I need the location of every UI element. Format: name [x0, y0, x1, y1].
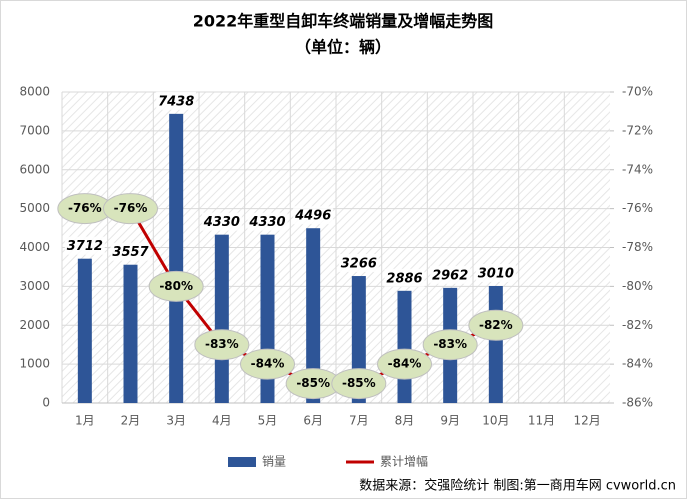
x-tick-label: 3月	[166, 414, 186, 428]
y2-tick-label: -86%	[622, 396, 653, 410]
value-label-bg	[201, 212, 242, 231]
line	[84, 207, 497, 386]
value-label: 2886	[386, 271, 422, 286]
x-tick-label: 5月	[258, 414, 278, 428]
y2-tick-label: -80%	[622, 279, 653, 293]
label-bubble	[468, 309, 524, 341]
y-tick-label: 5000	[19, 201, 50, 215]
chart-title: 2022年重型自卸车终端销量及增幅走势图	[193, 12, 494, 31]
bar	[169, 113, 184, 403]
value-label: -76%	[114, 201, 148, 215]
value-label-bg	[293, 206, 334, 225]
bar	[214, 234, 229, 403]
value-label: 2962	[432, 268, 468, 283]
y-tick-label: 4000	[19, 240, 50, 254]
value-label: 4330	[248, 215, 285, 230]
bar	[77, 258, 92, 403]
x-tick-label: 1月	[75, 414, 95, 428]
x-tick-label: 6月	[303, 414, 323, 428]
y2-tick-label: -70%	[622, 85, 653, 99]
y-tick-label: 2000	[19, 318, 50, 332]
value-label: -85%	[296, 376, 330, 390]
y-tick-label: 8000	[19, 85, 50, 99]
y2-tick-label: -76%	[622, 201, 653, 215]
value-label-bg	[64, 236, 105, 255]
value-label: -76%	[68, 201, 102, 215]
label-bubble	[377, 348, 432, 380]
x-tick-label: 12月	[574, 414, 601, 428]
y-tick-label: 3000	[19, 279, 50, 293]
label-bubble	[148, 270, 204, 302]
value-label: 3557	[112, 245, 149, 260]
y2-tick-label: -84%	[622, 357, 653, 371]
y-tick-label: 1000	[19, 357, 50, 371]
x-tick-label: 10月	[482, 414, 509, 428]
value-label: 4496	[294, 209, 331, 224]
x-tick-label: 9月	[440, 414, 460, 428]
bar	[123, 264, 138, 403]
value-label: -80%	[159, 279, 193, 293]
y2-tick-label: -74%	[622, 162, 653, 176]
bar	[306, 228, 321, 403]
value-label-bg	[338, 254, 379, 273]
legend-label: 累计增幅	[380, 454, 428, 469]
bar	[397, 290, 412, 403]
value-label: 3266	[341, 257, 377, 272]
legend-label: 销量	[262, 455, 286, 469]
value-label-bg	[475, 263, 516, 282]
bar	[488, 285, 503, 403]
value-label: 3712	[67, 239, 103, 254]
y2-tick-label: -72%	[622, 123, 653, 137]
x-tick-label: 4月	[212, 414, 232, 428]
y-tick-label: 6000	[19, 162, 50, 176]
x-tick-label: 2月	[121, 414, 141, 428]
source-note: 数据来源：交强险统计 制图:第一商用车网 cvworld.cn	[359, 478, 676, 494]
value-label-bg	[156, 91, 197, 110]
y2-tick-label: -78%	[622, 240, 653, 254]
value-label-bg	[110, 242, 151, 261]
y-tick-label: 0	[42, 396, 50, 410]
label-bubble	[240, 348, 295, 380]
x-tick-label: 8月	[395, 414, 415, 428]
label-bubble	[331, 368, 387, 400]
x-tick-label: 11月	[528, 414, 555, 428]
value-label-bg	[247, 212, 288, 231]
chart-subtitle: （单位：辆）	[295, 38, 391, 57]
value-label: -83%	[433, 337, 467, 351]
value-label: 4330	[203, 215, 240, 230]
y2-tick-label: -82%	[622, 318, 653, 332]
y-tick-label: 7000	[19, 123, 50, 137]
value-label: -82%	[479, 318, 513, 332]
label-bubble	[103, 193, 158, 225]
label-bubble	[422, 329, 478, 361]
value-label: -83%	[205, 337, 239, 351]
value-label: -84%	[388, 357, 422, 371]
value-label: 7438	[158, 94, 194, 109]
value-label: -84%	[251, 357, 285, 371]
legend-swatch	[228, 457, 256, 467]
value-label: 3010	[478, 266, 514, 281]
value-label: -85%	[342, 376, 376, 390]
label-bubble	[194, 329, 250, 361]
value-label-bg	[384, 268, 425, 287]
value-label-bg	[430, 265, 471, 284]
x-tick-label: 7月	[349, 414, 369, 428]
